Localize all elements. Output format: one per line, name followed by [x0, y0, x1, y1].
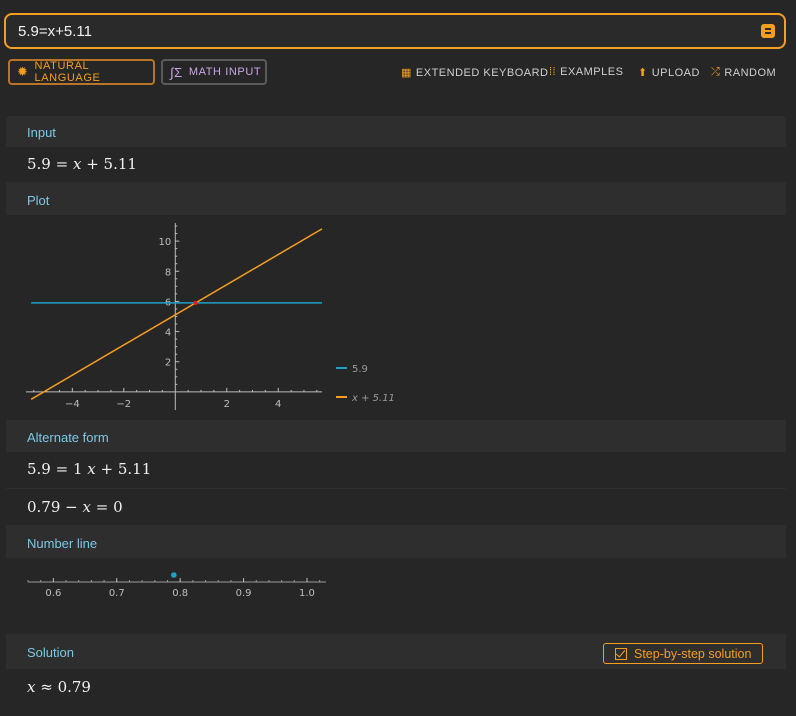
upload-icon: ⬆: [638, 67, 648, 79]
alternate-row-2: 0.79 − x = 0: [6, 489, 786, 525]
y-tick-label: 4: [165, 328, 171, 339]
number-line-tick-label: 1.0: [299, 588, 315, 599]
math-symbol-icon: ∫Σ: [170, 64, 183, 80]
pod-title-numberline: Number line: [27, 536, 98, 551]
series-line-linear: [30, 228, 323, 400]
number-line-tick-label: 0.8: [172, 588, 188, 599]
step-by-step-label: Step-by-step solution: [634, 646, 752, 661]
grid-dots-icon: ⁞⁞: [549, 66, 557, 78]
x-tick-label: 2: [224, 399, 230, 410]
pod-title-input: Input: [27, 125, 56, 140]
alternate-expression-2: 0.79 − x = 0: [27, 498, 123, 516]
shuffle-icon: ⤮: [711, 66, 721, 78]
y-tick-label: 10: [159, 237, 172, 248]
extended-keyboard-button[interactable]: ▦ EXTENDED KEYBOARD: [401, 66, 549, 80]
examples-label: EXAMPLES: [560, 66, 624, 78]
checkbox-icon: [615, 647, 627, 660]
legend-label: 5.9: [352, 364, 368, 375]
solution-row: x ≈ 0.79: [6, 669, 786, 716]
step-by-step-button[interactable]: Step-by-step solution: [603, 643, 763, 664]
pod-title-solution: Solution: [27, 645, 74, 660]
number-line-point: [171, 572, 177, 578]
number-line-chart: 0.6 0.7 0.8 0.9 1.0: [27, 572, 326, 599]
number-line-tick-label: 0.6: [45, 588, 61, 599]
alternate-row-1: 5.9 = 1 x + 5.11: [6, 452, 786, 488]
y-tick-label: 2: [165, 358, 171, 369]
x-tick-label: −4: [65, 399, 80, 410]
input-expression: 5.9 = x + 5.11: [27, 155, 137, 173]
natural-language-label: NATURAL LANGUAGE: [34, 60, 101, 84]
legend-label: x + 5.11: [351, 393, 395, 404]
search-box[interactable]: [4, 13, 786, 49]
gear-icon: ✹: [17, 64, 29, 79]
compute-equals-icon[interactable]: [761, 24, 775, 38]
pod-title-plot: Plot: [27, 193, 50, 208]
natural-language-button[interactable]: ✹ NATURAL LANGUAGE: [8, 59, 155, 85]
plot-row: −4 −2 2 4 2 4 6 8 10 5.9 x + 5.11: [6, 215, 786, 420]
search-input[interactable]: [18, 15, 718, 47]
alternate-expression-1: 5.9 = 1 x + 5.11: [27, 460, 152, 478]
keyboard-icon: ▦: [401, 67, 412, 79]
intersection-point: [193, 300, 198, 306]
examples-button[interactable]: ⁞⁞ EXAMPLES: [549, 66, 623, 78]
upload-button[interactable]: ⬆ UPLOAD: [638, 66, 700, 80]
number-line-tick-label: 0.7: [109, 588, 125, 599]
solution-expression: x ≈ 0.79: [27, 678, 91, 696]
x-tick-label: 4: [275, 399, 281, 410]
math-input-label: MATH INPUT: [188, 66, 262, 78]
math-input-button[interactable]: ∫Σ MATH INPUT: [161, 59, 267, 85]
y-tick-label: 8: [165, 267, 171, 278]
number-line-tick-label: 0.9: [236, 588, 252, 599]
upload-label: UPLOAD: [651, 66, 700, 79]
random-button[interactable]: ⤮ RANDOM: [711, 66, 776, 79]
numberline-row: 0.6 0.7 0.8 0.9 1.0: [6, 558, 786, 634]
results-panel: Input 5.9 = x + 5.11 Plot −4 −2 2 4 2 4 6 8 10 5.…: [6, 116, 786, 716]
random-label: RANDOM: [724, 66, 777, 79]
input-row: 5.9 = x + 5.11: [6, 147, 786, 182]
pod-title-alternate: Alternate form: [27, 430, 109, 445]
x-tick-label: −2: [116, 399, 131, 410]
extended-keyboard-label: EXTENDED KEYBOARD: [415, 66, 549, 79]
